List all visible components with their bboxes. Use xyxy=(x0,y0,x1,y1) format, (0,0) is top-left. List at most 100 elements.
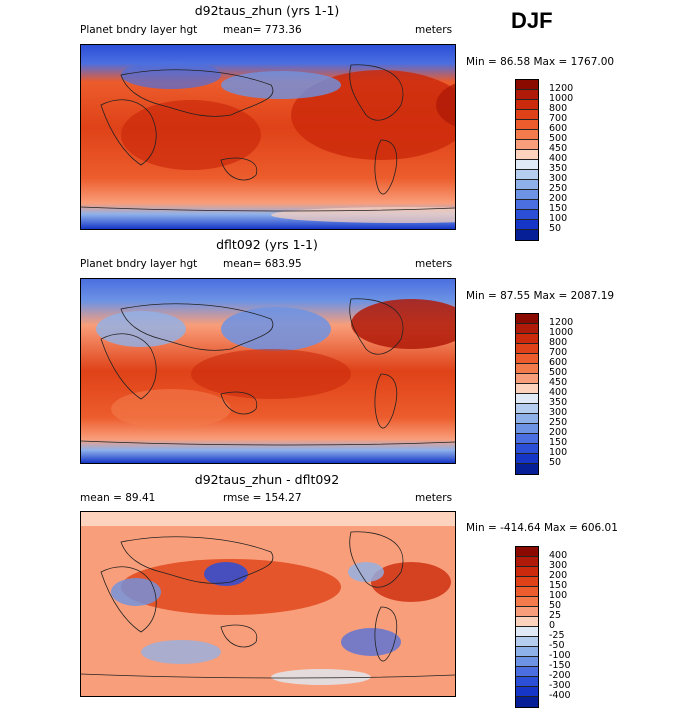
colorbar-swatch xyxy=(516,657,538,667)
colorbar-swatch xyxy=(516,667,538,677)
panel-2-variable-label: Planet bndry layer hgt xyxy=(80,258,198,270)
colorbar-level-label: 100 xyxy=(549,447,568,458)
colorbar-level-label: -150 xyxy=(549,660,571,671)
colorbar-swatch xyxy=(516,627,538,637)
panel-1-map xyxy=(80,44,456,230)
colorbar-swatch xyxy=(516,364,538,374)
colorbar-level-label: 450 xyxy=(549,377,568,388)
colorbar-level-label: 150 xyxy=(549,437,568,448)
panel-2-title: dflt092 (yrs 1-1) xyxy=(216,237,318,252)
panel-2-units-label: meters xyxy=(415,258,453,270)
colorbar-level-label: 100 xyxy=(549,213,568,224)
colorbar-swatch xyxy=(516,464,538,474)
panel-2-mean-label: mean= 683.95 xyxy=(223,258,302,270)
colorbar-level-label: 200 xyxy=(549,193,568,204)
colorbar-swatch xyxy=(516,557,538,567)
colorbar-swatch xyxy=(516,697,538,707)
colorbar-swatch xyxy=(516,160,538,170)
colorbar-level-label: 0 xyxy=(549,620,556,631)
colorbar-level-label: -200 xyxy=(549,670,571,681)
colorbar-level-label: 300 xyxy=(549,173,568,184)
panel-3-map xyxy=(80,511,456,697)
colorbar-swatch xyxy=(516,597,538,607)
colorbar-swatch xyxy=(516,80,538,90)
colorbar-swatch xyxy=(516,404,538,414)
colorbar-swatch xyxy=(516,210,538,220)
colorbar-swatch xyxy=(516,334,538,344)
colorbar-swatch xyxy=(516,587,538,597)
colorbar-swatch xyxy=(516,130,538,140)
colorbar-level-label: 250 xyxy=(549,417,568,428)
colorbar-swatch xyxy=(516,180,538,190)
colorbar-swatch xyxy=(516,434,538,444)
colorbar-level-label: 1200 xyxy=(549,83,574,94)
colorbar-swatch xyxy=(516,344,538,354)
colorbar-swatch xyxy=(516,617,538,627)
panel-1-minmax: Min = 86.58 Max = 1767.00 xyxy=(466,56,615,68)
colorbar-level-label: -50 xyxy=(549,640,565,651)
colorbar-swatch xyxy=(516,230,538,240)
colorbar-swatch xyxy=(516,314,538,324)
colorbar-level-label: 1000 xyxy=(549,327,574,338)
colorbar-swatch xyxy=(516,677,538,687)
colorbar-swatch xyxy=(516,637,538,647)
panel-1-variable-label: Planet bndry layer hgt xyxy=(80,24,198,36)
colorbar-swatch xyxy=(516,454,538,464)
colorbar-swatch xyxy=(516,424,538,434)
colorbar-level-label: 600 xyxy=(549,357,568,368)
colorbar-swatch xyxy=(516,200,538,210)
colorbar-level-label: 150 xyxy=(549,580,568,591)
colorbar-level-label: 400 xyxy=(549,153,568,164)
colorbar-swatch xyxy=(516,120,538,130)
colorbar-level-label: 500 xyxy=(549,133,568,144)
colorbar-level-label: 300 xyxy=(549,560,568,571)
colorbar-swatch xyxy=(516,220,538,230)
colorbar-swatch xyxy=(516,170,538,180)
panel-3-map-field xyxy=(81,512,455,696)
colorbar-level-label: 200 xyxy=(549,427,568,438)
panel-2-map-field xyxy=(81,279,455,463)
colorbar-swatch xyxy=(516,444,538,454)
colorbar-level-label: 800 xyxy=(549,103,568,114)
colorbar-level-label: 700 xyxy=(549,347,568,358)
colorbar-level-label: 50 xyxy=(549,600,562,611)
colorbar-swatch xyxy=(516,687,538,697)
colorbar-level-label: 350 xyxy=(549,163,568,174)
colorbar-swatch xyxy=(516,374,538,384)
colorbar-level-label: -300 xyxy=(549,680,571,691)
panel-1-mean-label: mean= 773.36 xyxy=(223,24,302,36)
season-label: DJF xyxy=(511,8,553,33)
colorbar-level-label: 100 xyxy=(549,590,568,601)
panel-2-minmax: Min = 87.55 Max = 2087.19 xyxy=(466,290,615,302)
colorbar-level-label: 1000 xyxy=(549,93,574,104)
panel-2-colorbar xyxy=(515,313,539,475)
colorbar-swatch xyxy=(516,384,538,394)
colorbar-level-label: 150 xyxy=(549,203,568,214)
colorbar-level-label: 50 xyxy=(549,223,562,234)
panel-3-mean-label: mean = 89.41 xyxy=(80,492,156,504)
colorbar-swatch xyxy=(516,567,538,577)
colorbar-level-label: 700 xyxy=(549,113,568,124)
colorbar-level-label: 1200 xyxy=(549,317,574,328)
panel-1-map-field xyxy=(81,45,455,229)
colorbar-swatch xyxy=(516,647,538,657)
panel-2-colorbar-labels: 1200 1000 800 700 600 500 450 400 350 300 250 200 15… xyxy=(549,313,599,473)
colorbar-level-label: 800 xyxy=(549,337,568,348)
panel-1-colorbar-labels: 1200 1000 800 700 600 500 450 400 350 300 250 200 15… xyxy=(549,79,599,239)
colorbar-level-label: 50 xyxy=(549,457,562,468)
colorbar-swatch xyxy=(516,190,538,200)
colorbar-level-label: 500 xyxy=(549,367,568,378)
colorbar-level-label: 400 xyxy=(549,387,568,398)
panel-3-colorbar xyxy=(515,546,539,708)
panel-3-title: d92taus_zhun - dflt092 xyxy=(194,472,340,487)
colorbar-level-label: -25 xyxy=(549,630,565,641)
colorbar-swatch xyxy=(516,354,538,364)
panel-3-units-label: meters xyxy=(415,492,453,504)
colorbar-level-label: 600 xyxy=(549,123,568,134)
colorbar-swatch xyxy=(516,110,538,120)
colorbar-level-label: 300 xyxy=(549,407,568,418)
panel-2-map xyxy=(80,278,456,464)
colorbar-swatch xyxy=(516,547,538,557)
colorbar-swatch xyxy=(516,90,538,100)
colorbar-level-label: 450 xyxy=(549,143,568,154)
